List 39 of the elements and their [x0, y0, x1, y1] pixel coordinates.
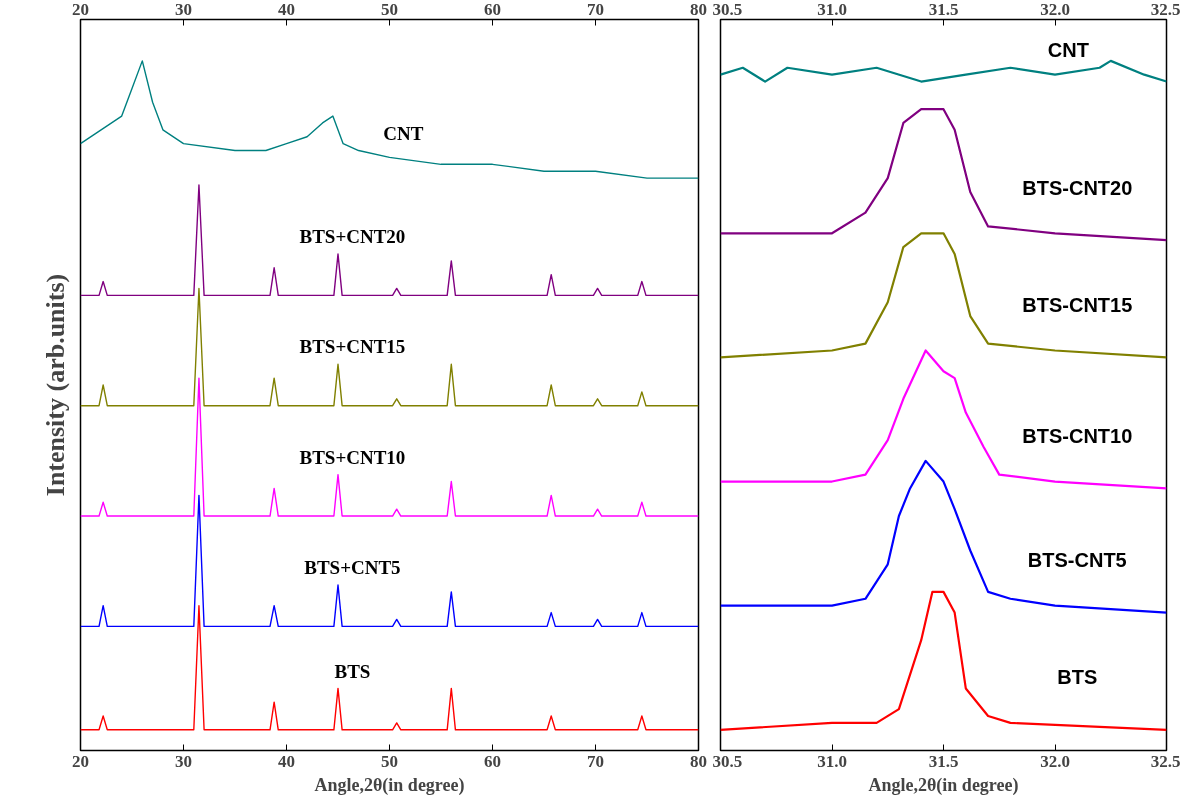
series-label: CNT [383, 122, 424, 144]
x-tick-label: 30.5 [712, 0, 743, 19]
x-tick-label: 20 [72, 0, 89, 19]
x2-tick-label: 80 [690, 751, 707, 771]
x-tick-label: 80 [690, 0, 707, 19]
series-label: BTS-CNT5 [1027, 549, 1127, 572]
series-label: BTS-CNT15 [1022, 294, 1133, 317]
x2-tick-label: 40 [278, 751, 295, 771]
series-label: CNT [1047, 38, 1089, 61]
series-label: BTS+CNT20 [299, 226, 406, 248]
x-tick-label: 32.5 [1150, 0, 1181, 19]
series-label: BTS-CNT10 [1022, 425, 1133, 448]
x2-tick-label: 31.5 [928, 751, 959, 771]
x-tick-label: 40 [278, 0, 295, 19]
x2-tick-label: 30 [175, 751, 192, 771]
x2-tick-label: 32.5 [1150, 751, 1181, 771]
x2-tick-label: 30.5 [712, 751, 743, 771]
x2-tick-label: 20 [72, 751, 89, 771]
x-tick-label: 32.0 [1040, 0, 1070, 19]
x2-tick-label: 31.0 [817, 751, 847, 771]
x2-tick-label: 70 [587, 751, 604, 771]
series-label: BTS [334, 660, 371, 682]
x-axis-title: Angle,2θ(in degree) [868, 774, 1019, 796]
x2-tick-label: 60 [484, 751, 501, 771]
x-axis-title: Angle,2θ(in degree) [314, 774, 465, 796]
series-label: BTS+CNT15 [299, 336, 406, 358]
x-tick-label: 31.5 [928, 0, 959, 19]
x-tick-label: 50 [381, 0, 398, 19]
series-label: BTS [1057, 666, 1098, 689]
y-axis-title: Intensity (arb.units) [40, 273, 70, 497]
series-label: BTS-CNT20 [1022, 176, 1133, 199]
x-tick-label: 70 [587, 0, 604, 19]
x-tick-label: 30 [175, 0, 192, 19]
x2-tick-label: 50 [381, 751, 398, 771]
x-tick-label: 60 [484, 0, 501, 19]
series-label: BTS+CNT5 [304, 557, 401, 579]
x-tick-label: 31.0 [817, 0, 847, 19]
x2-tick-label: 32.0 [1040, 751, 1070, 771]
series-label: BTS+CNT10 [299, 446, 406, 468]
